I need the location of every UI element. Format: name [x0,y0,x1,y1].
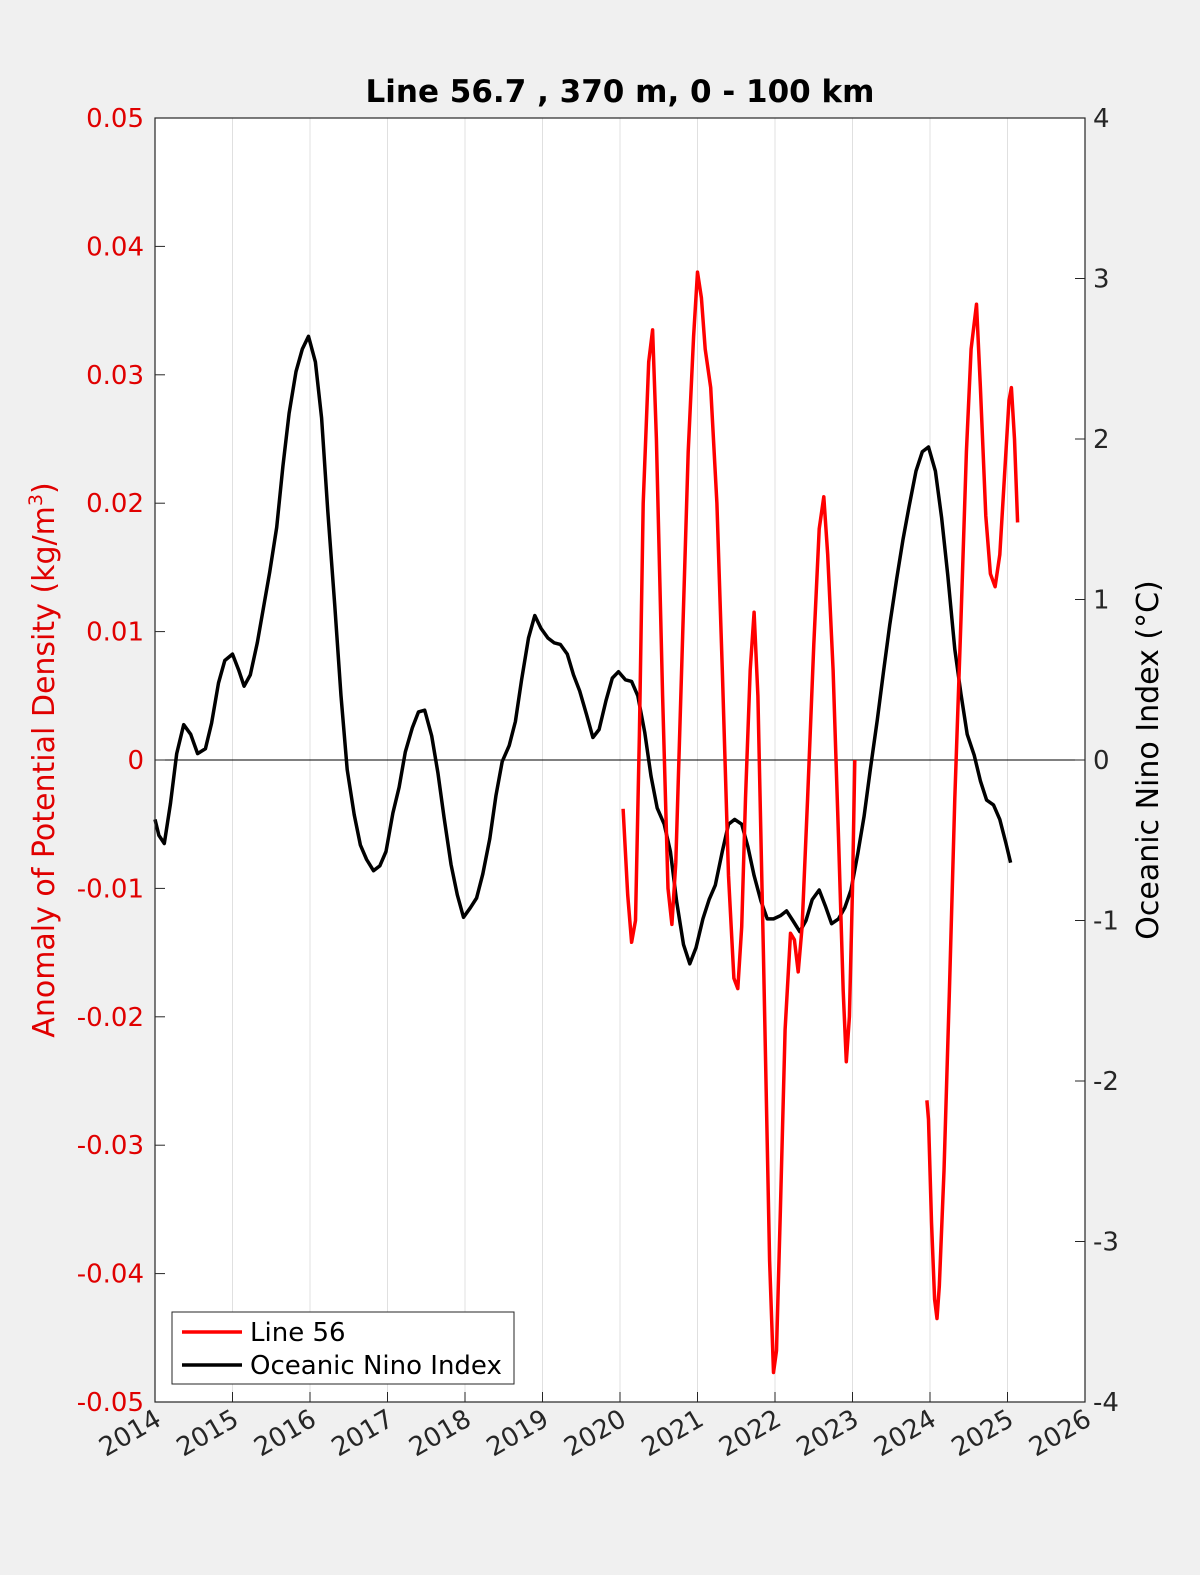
y-right-tick-label: -4 [1093,1388,1119,1418]
y-left-tick-label: 0 [127,746,144,776]
y-right-tick-label: 4 [1093,104,1110,134]
left-axis-title: Anomaly of Potential Density (kg/m3) [25,482,62,1037]
y-left-tick-label: -0.01 [77,874,144,904]
x-tick-label: 2023 [792,1404,864,1463]
left-axis-title-superscript: 3 [25,494,47,506]
y-left-tick-label: -0.02 [77,1003,144,1033]
series-line-line56 [621,270,857,1375]
y-left-tick-label: 0.01 [86,618,144,648]
left-axis-title-end: ) [27,482,62,494]
y-left-tick-label: -0.04 [77,1260,144,1290]
y-right-tick-label: -3 [1093,1228,1119,1258]
y-left-tick-label: 0.04 [86,232,144,262]
y-left-tick-label: -0.05 [77,1388,144,1418]
x-tick-label: 2016 [249,1404,321,1463]
x-tick-label: 2025 [947,1404,1019,1463]
y-right-tick-label: 2 [1093,425,1110,455]
x-tick-label: 2018 [404,1404,476,1463]
y-right-tick-label: 0 [1093,746,1110,776]
legend: Line 56 Oceanic Nino Index [171,1311,515,1385]
y-left-tick-label: 0.02 [86,489,144,519]
x-tick-label: 2022 [714,1404,786,1463]
chart-title: Line 56.7 , 370 m, 0 - 100 km [366,74,875,110]
y-right-tick-label: -1 [1093,907,1119,937]
legend-label-oni: Oceanic Nino Index [250,1351,502,1381]
y-right-tick-label: 1 [1093,586,1110,616]
y-right-tick-label: -2 [1093,1067,1119,1097]
x-tick-label: 2019 [482,1404,554,1463]
legend-label-line56: Line 56 [250,1318,346,1348]
y-right-tick-label: 3 [1093,265,1110,295]
left-axis-title-main: Anomaly of Potential Density (kg/m [27,506,62,1038]
right-axis-title: Oceanic Nino Index (°C) [1131,580,1166,940]
x-tick-label: 2021 [637,1404,709,1463]
series-layer [153,270,1020,1375]
y-left-tick-label: 0.03 [86,361,144,391]
x-tick-label: 2024 [869,1404,941,1463]
x-tick-label: 2015 [172,1404,244,1463]
series-line-line56 [925,302,1020,1321]
legend-box [171,1311,515,1385]
x-tick-label: 2020 [559,1404,631,1463]
x-tick-label: 2026 [1024,1404,1096,1463]
series-line-oceanic-nino-index [153,334,1013,966]
ticks: 2 0 1 4 2015 2016 2017 2018 2019 2020 2021 2022 2023… [77,104,1119,1463]
x-tick-label: 2017 [327,1404,399,1463]
y-left-tick-label: -0.03 [77,1131,144,1161]
y-left-tick-label: 0.05 [86,104,144,134]
